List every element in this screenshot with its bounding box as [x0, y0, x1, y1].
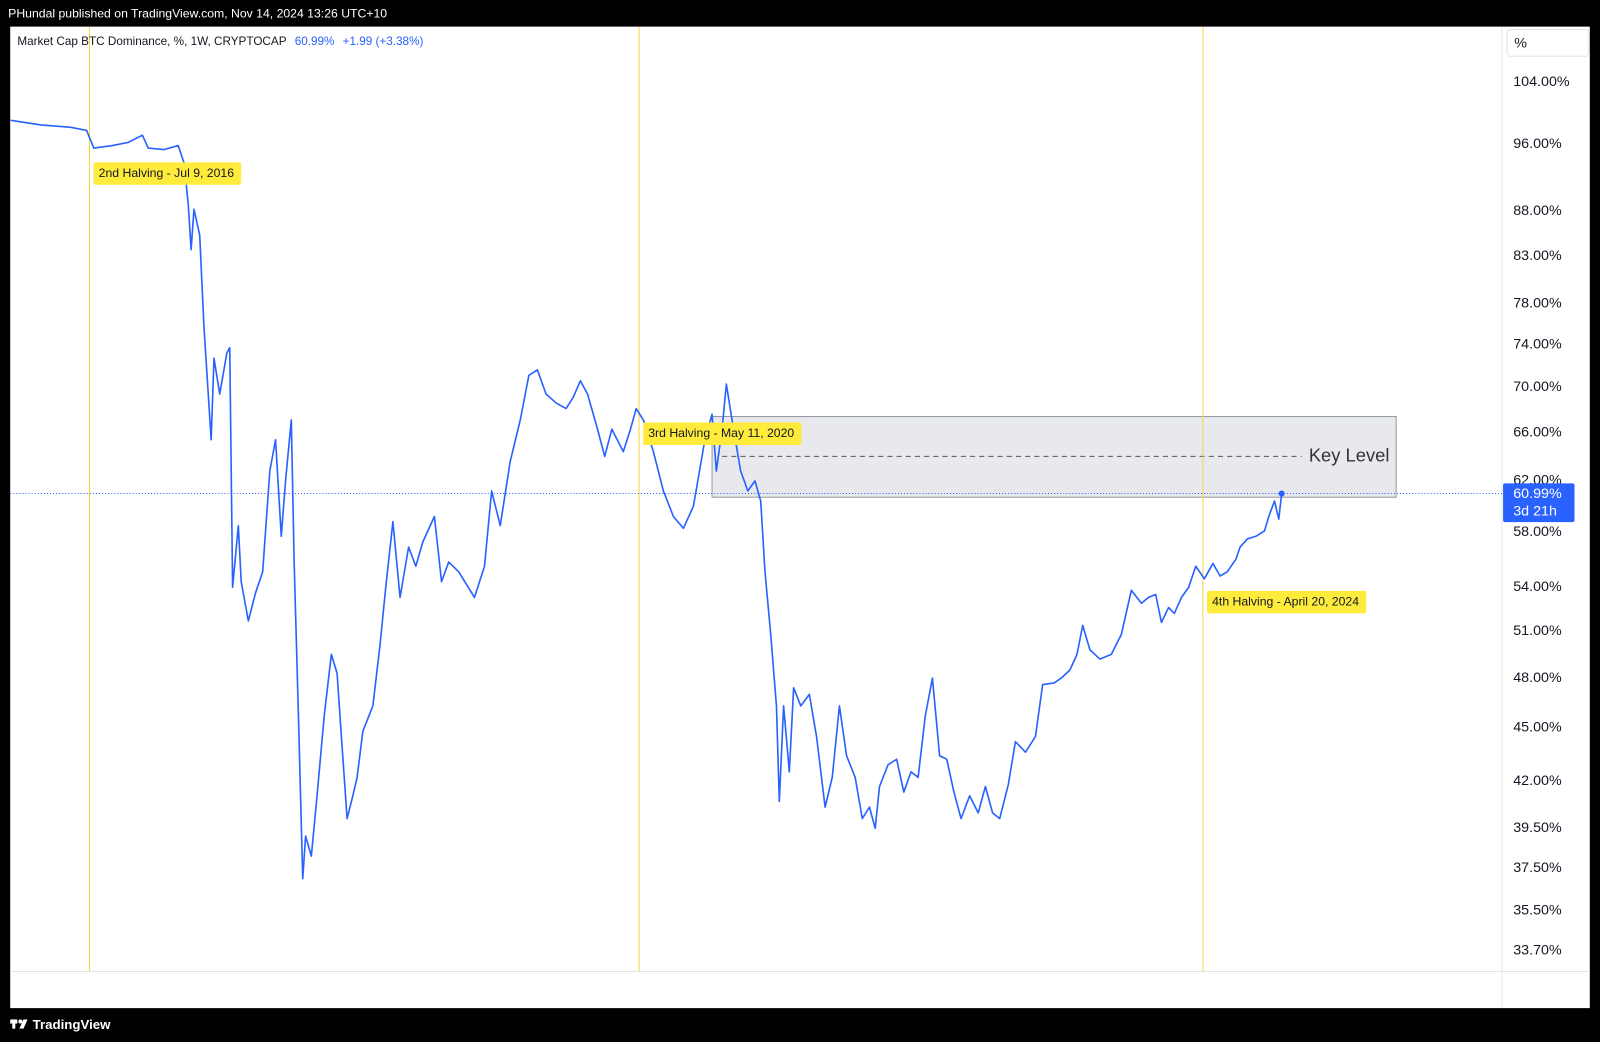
tradingview-logo [10, 1019, 28, 1029]
halving-label: 4th Halving - April 20, 2024 [1212, 594, 1359, 608]
publish-note: PHundal published on TradingView.com, No… [8, 7, 387, 21]
y-tick-label: 33.70% [1513, 942, 1562, 958]
y-tick-label: 70.00% [1513, 379, 1562, 395]
scale-button-label[interactable]: % [1514, 36, 1527, 52]
last-point [1278, 490, 1285, 497]
footer-brand: TradingView [33, 1017, 111, 1032]
legend-title: Market Cap BTC Dominance, %, 1W, CRYPTOC… [17, 35, 286, 48]
halving-label: 3rd Halving - May 11, 2020 [648, 426, 794, 440]
price-badge-countdown: 3d 21h [1513, 504, 1557, 520]
halving-label: 2nd Halving - Jul 9, 2016 [99, 166, 235, 180]
y-tick-label: 74.00% [1513, 336, 1562, 352]
y-tick-label: 78.00% [1513, 296, 1562, 312]
y-tick-label: 58.00% [1513, 524, 1562, 540]
chart-area [10, 26, 1590, 1009]
y-tick-label: 37.50% [1513, 860, 1562, 876]
y-tick-label: 39.50% [1513, 820, 1562, 836]
y-tick-label: 83.00% [1513, 248, 1562, 264]
scale-button[interactable] [1506, 29, 1590, 57]
series-line [10, 119, 1283, 880]
y-axis: 104.00% 96.00% 88.00% 83.00% 78.00% 74.00% 70.… [1513, 74, 1570, 958]
price-badge-value: 60.99% [1513, 486, 1562, 502]
y-tick-label: 96.00% [1513, 136, 1562, 152]
legend-value: 60.99% [295, 35, 335, 48]
y-tick-label: 42.00% [1513, 773, 1562, 789]
legend-change: +1.99 (+3.38%) [343, 35, 424, 48]
y-tick-label: 51.00% [1513, 623, 1562, 639]
price-badge [1503, 483, 1575, 523]
y-tick-label: 66.00% [1513, 424, 1562, 440]
logo-part [12, 1019, 16, 1029]
plot: Key Level 2nd Halving - Jul 9, 2016 3rd Ha… [10, 26, 1503, 972]
halving-label-bg [93, 162, 242, 185]
logo-part [18, 1019, 23, 1024]
y-tick-label: 48.00% [1513, 670, 1562, 686]
y-tick-label: 54.00% [1513, 579, 1562, 595]
y-tick-label: 35.50% [1513, 902, 1562, 918]
halving-label-bg [643, 422, 802, 445]
halving-label-bg [1207, 590, 1367, 614]
y-tick-label: 88.00% [1513, 203, 1562, 219]
y-tick-label: 45.00% [1513, 720, 1562, 736]
logo-part [19, 1019, 28, 1029]
key-level-label: Key Level [1309, 444, 1390, 465]
y-tick-label: 104.00% [1513, 74, 1570, 90]
footer [0, 1008, 1600, 1042]
legend: Market Cap BTC Dominance, %, 1W, CRYPTOC… [17, 35, 423, 48]
